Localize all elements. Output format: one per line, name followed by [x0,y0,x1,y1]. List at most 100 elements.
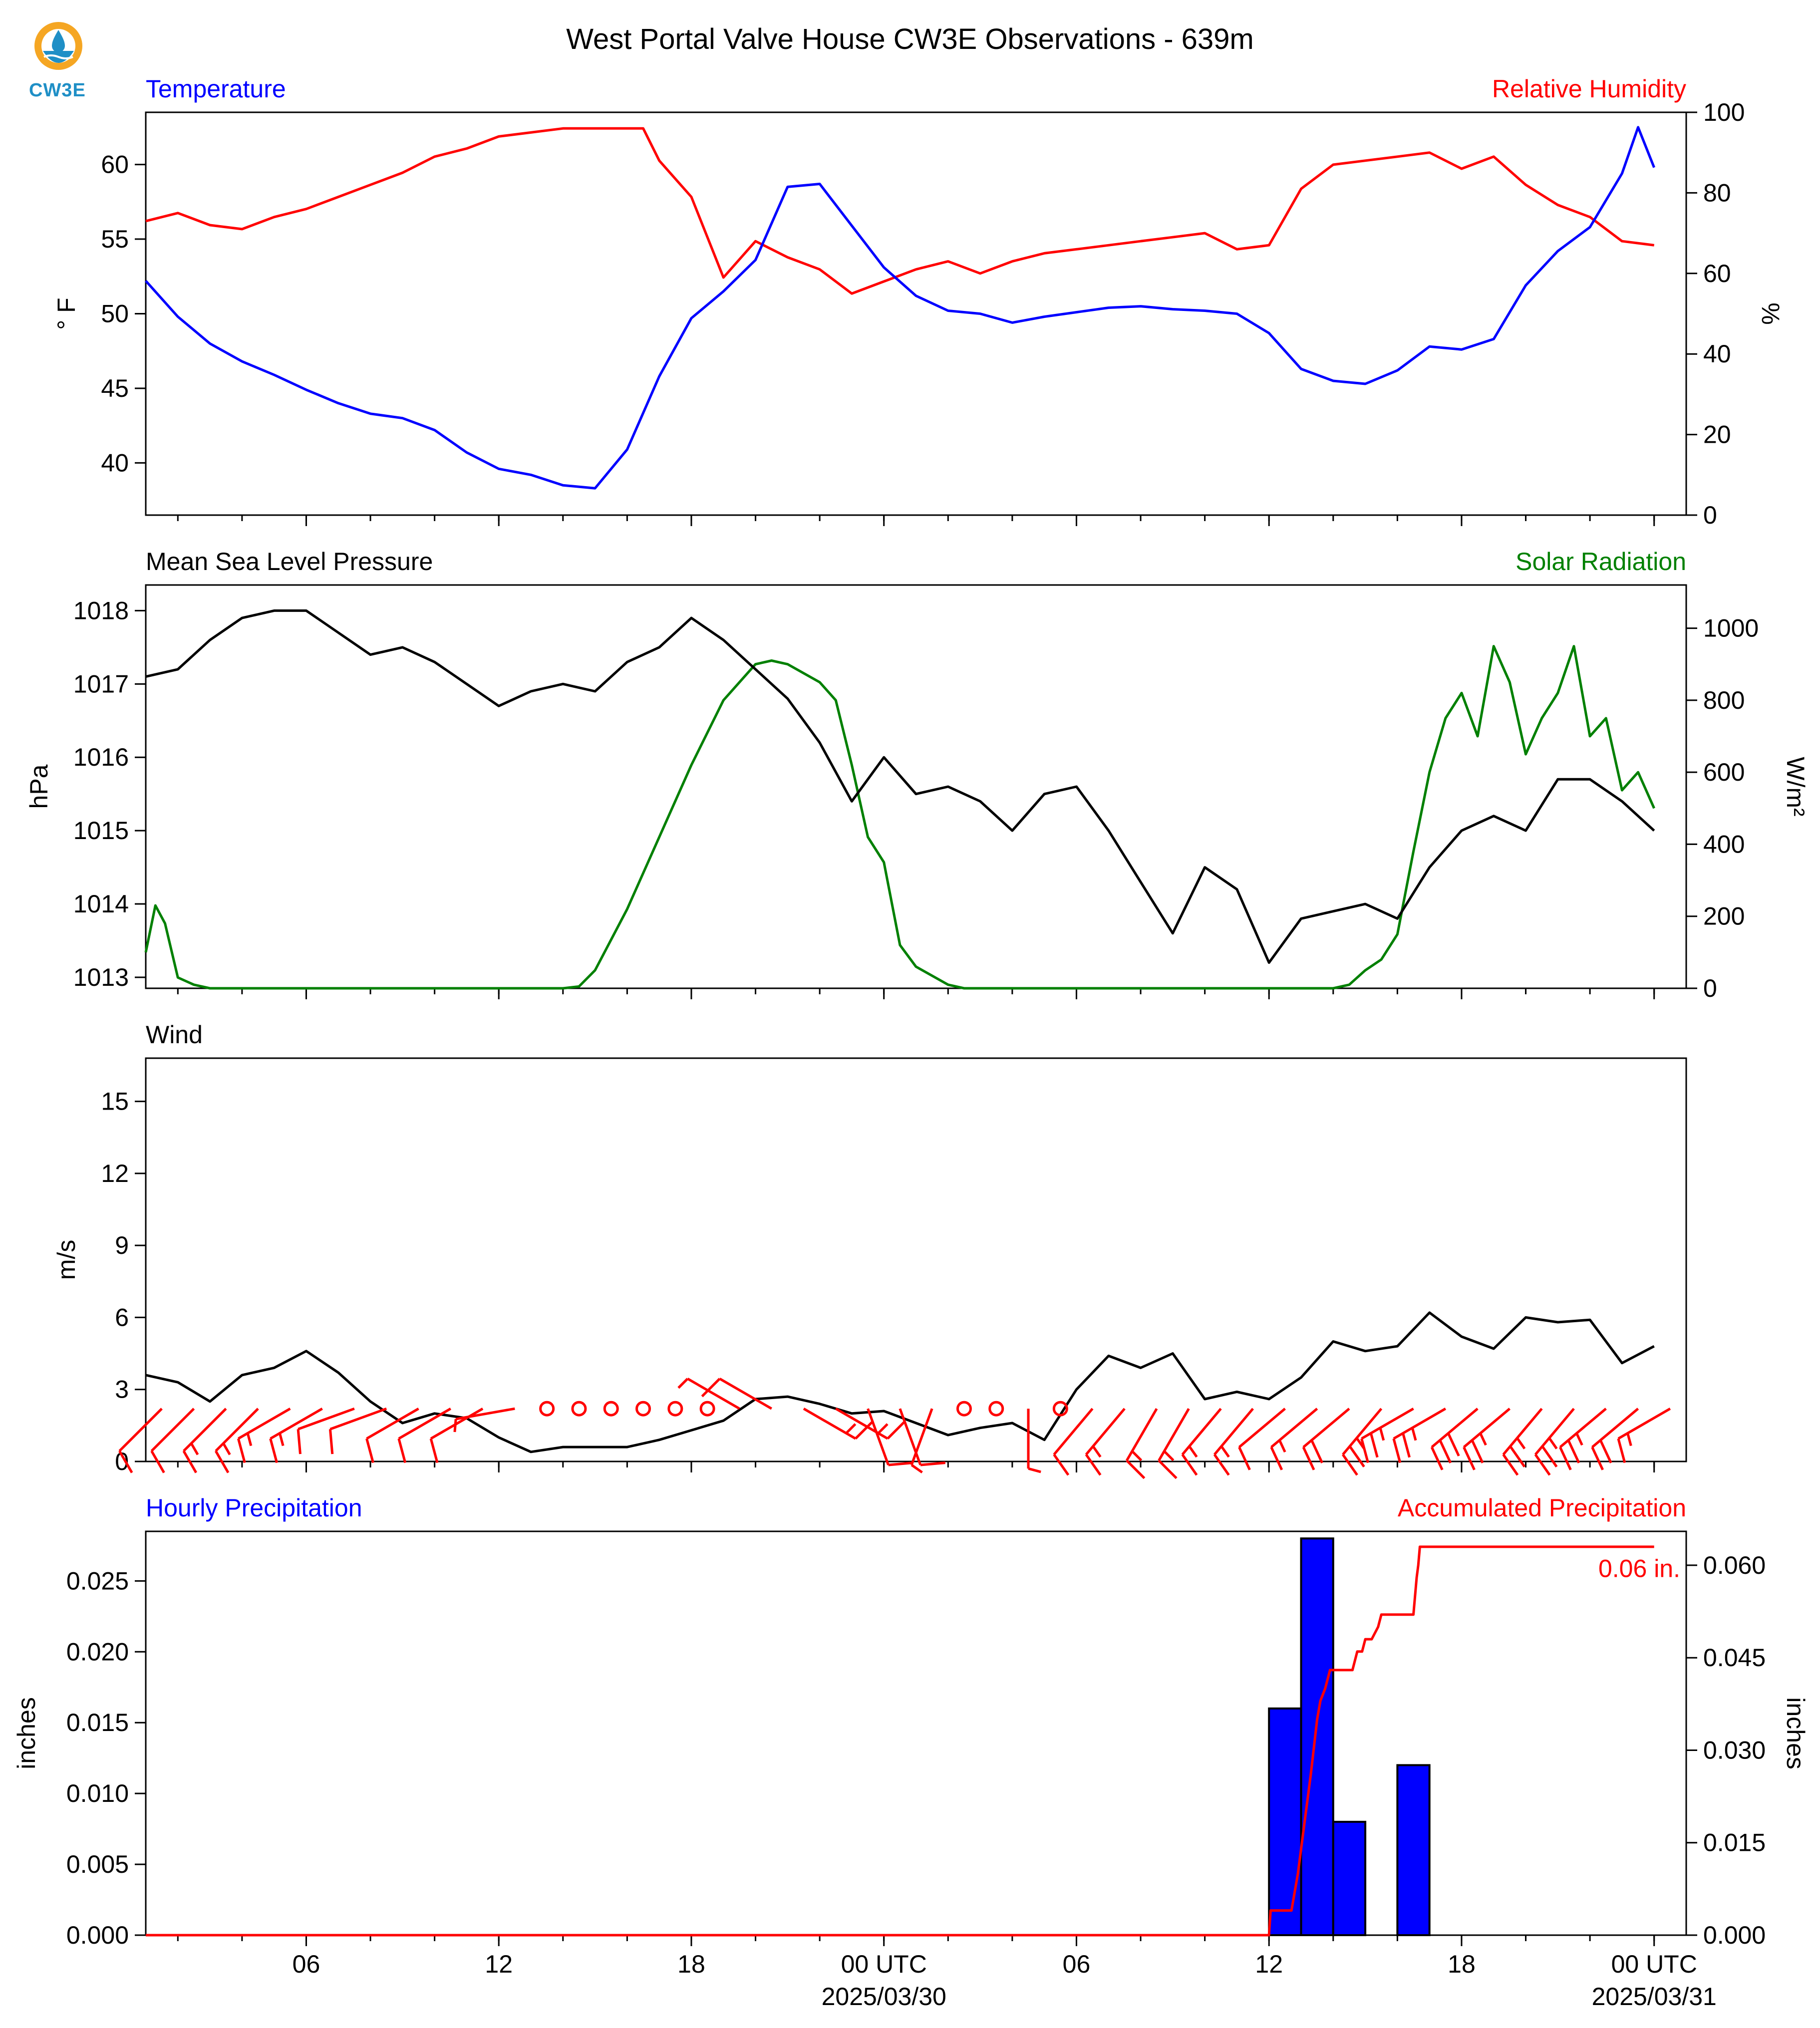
humidity-y-tick-label: 100 [1703,98,1745,126]
accum-total-annotation: 0.06 in. [1598,1555,1680,1583]
wind-barb-flag [1541,1446,1558,1467]
wind-barb-flag [1342,1453,1358,1476]
wind-barb [1158,1408,1190,1479]
wind-barb-flag [1548,1437,1558,1449]
wind-barb-flag [1447,1433,1460,1456]
pressure-y-tick-label: 1013 [73,963,129,991]
logo-text: CW3E [29,80,86,101]
x-tick-label: 12 [1255,1950,1283,1978]
cw3e-logo [20,15,105,110]
solar-y-tick-label: 0 [1703,974,1717,1002]
date-label: 2025/03/30 [822,1983,946,2011]
hourly-precip-title: Hourly Precipitation [146,1494,362,1522]
wind-barb-flag [1516,1437,1526,1449]
wind-barb-flag [1092,1446,1102,1458]
accum-precip-title: Accumulated Precipitation [1398,1494,1686,1522]
wind-barb-flag [1411,1427,1417,1441]
wind-barb [1342,1408,1383,1476]
hourly-precip-y-tick-label: 0.005 [66,1850,129,1878]
x-tick-label: 12 [485,1950,513,1978]
wind-barb-flag [887,1420,907,1440]
wind-barb-flag [429,1438,439,1463]
pressure-y-tick-label: 1014 [73,890,129,918]
precip-bar [1268,1707,1302,1936]
wind-barb-flag [1502,1453,1519,1476]
wind-barb-calm [956,1401,972,1417]
wind-barb [429,1408,484,1463]
wind-barb-calm [1052,1401,1068,1417]
accum-precip-y-tick-label: 0.060 [1703,1551,1766,1579]
solar-y-tick-label: 400 [1703,830,1745,858]
hourly-precip-y-label: inches [12,1697,40,1769]
date-label: 2025/03/31 [1592,1983,1717,2011]
temperature-panel-frame [145,111,1687,516]
wind-barb-shaft [867,1408,890,1465]
wind-barb [1238,1408,1286,1470]
wind-barb [910,1408,933,1473]
wind-y-tick-label: 6 [115,1303,129,1331]
wind-barb-shaft [329,1407,387,1431]
humidity-y-tick-label: 80 [1703,179,1731,207]
wind-barb-shaft [1393,1408,1447,1440]
wind-barb-flag [1369,1433,1379,1458]
wind-y-tick-label: 12 [101,1159,129,1187]
wind-barb-calm [635,1401,651,1417]
temperature-y-tick-label: 45 [101,374,129,402]
temperature-y-label: ° F [52,297,80,329]
wind-barb [1430,1408,1479,1470]
wind-barb-shaft [899,1408,922,1465]
wind-barb-flag [1181,1453,1198,1476]
wind-barb [803,1408,875,1440]
wind-barb-flag [845,1423,857,1435]
pressure-line [145,609,1655,964]
wind-y-label: m/s [52,1240,80,1280]
pressure-y-label: hPa [25,764,53,809]
hourly-precip-y-tick-label: 0.000 [66,1921,129,1949]
wind-barb-flag [1599,1440,1612,1463]
wind-barb-flag [1471,1440,1484,1463]
solar-title: Solar Radiation [1516,548,1686,576]
wind-barb-flag [118,1450,133,1473]
temperature-y-tick-label: 40 [101,449,129,477]
wind-barb-flag [1591,1447,1604,1470]
wind-barb-flag [215,1450,230,1473]
accum-precip-y-label: inches [1782,1697,1810,1769]
accum-precip-y-tick-label: 0.015 [1703,1829,1766,1857]
wind-barb-calm [699,1401,715,1417]
wind-barb-flag [1430,1447,1444,1470]
wind-barb-flag [1220,1446,1230,1458]
wind-barb-flag [1302,1447,1315,1470]
hourly-precip-y-tick-label: 0.025 [66,1567,129,1595]
wind-barb-flag [1479,1433,1487,1446]
wind-barb [835,1408,907,1440]
wind-barb [237,1408,291,1463]
wind-barb-flag [1188,1446,1198,1458]
humidity-y-tick-label: 0 [1703,501,1717,529]
wind-barb-shaft [1126,1408,1158,1461]
hourly-precip-y-tick-label: 0.015 [66,1709,129,1737]
wind-barb-flag [855,1420,875,1440]
wind-barb-shaft [183,1408,227,1452]
wind-barb-calm [571,1401,587,1417]
wind-barb-flag [1567,1440,1580,1463]
wind-barb-calm [988,1401,1004,1417]
wind-barb-flag [1559,1447,1572,1470]
wind-barb-flag [920,1461,945,1466]
wind-barb-flag [1278,1440,1286,1453]
wind-barb-flag [1348,1446,1365,1467]
wind-barb-flag [1131,1450,1143,1461]
wind-barb-flag [888,1461,913,1466]
x-tick-label: 06 [1063,1950,1091,1978]
wind-barb-shaft [1617,1408,1671,1440]
wind-barb-flag [1439,1440,1452,1463]
wind-barb-shaft [910,1408,933,1465]
accum-precip-y-tick-label: 0.030 [1703,1736,1766,1764]
wind-speed-line [145,1311,1655,1453]
wind-barb [1027,1409,1041,1473]
wind-barb [1053,1408,1094,1476]
wind-barb-flag [701,1378,721,1398]
wind-barb-shaft [687,1378,740,1410]
wind-barb-shaft [298,1407,355,1431]
wind-barb-flag [677,1378,689,1389]
wind-barb [899,1408,945,1466]
